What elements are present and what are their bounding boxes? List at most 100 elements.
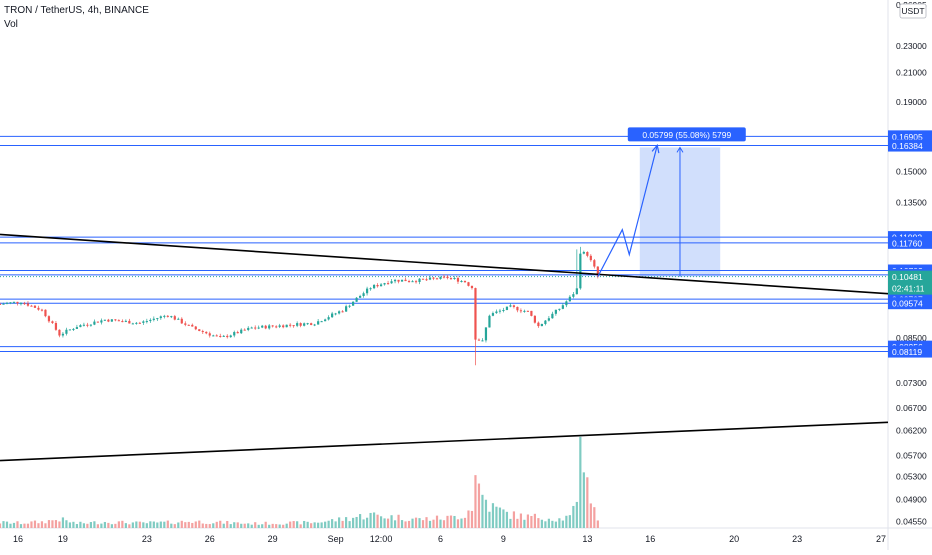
candle-body xyxy=(68,329,72,331)
volume-bar xyxy=(404,521,407,528)
candle-body xyxy=(128,320,131,324)
candle-body xyxy=(505,306,509,310)
level-badge xyxy=(888,236,932,249)
volume-bar xyxy=(519,513,523,528)
volume-bar xyxy=(393,520,397,528)
candle-body xyxy=(530,310,533,316)
projection-arrow-head xyxy=(676,146,684,153)
volume-bar xyxy=(432,519,435,528)
projection-path-arrowhead xyxy=(651,143,660,154)
volume-bar xyxy=(75,524,79,528)
candle-body xyxy=(400,279,404,282)
candle-body xyxy=(575,288,578,295)
candle-body xyxy=(331,313,334,318)
volume-bar xyxy=(428,520,432,528)
projection-path xyxy=(597,145,658,277)
candle-body xyxy=(149,319,152,322)
candle-body xyxy=(404,279,407,282)
candle-body xyxy=(481,340,484,342)
volume-bar xyxy=(460,518,463,528)
volume-bar xyxy=(523,519,526,528)
volume-bar xyxy=(348,521,351,528)
volume-bar xyxy=(166,520,169,528)
volume-bar xyxy=(379,516,383,528)
price-tick-label: 0.05300 xyxy=(896,472,927,482)
volume-bar xyxy=(68,522,72,528)
candle-body xyxy=(138,322,141,324)
volume-bar xyxy=(383,518,386,528)
candle-body xyxy=(407,281,411,283)
price-tick-label: 0.06200 xyxy=(896,426,927,436)
candle-body xyxy=(446,276,449,279)
candle-body xyxy=(453,278,456,280)
candle-body xyxy=(23,303,26,305)
candle-body xyxy=(275,326,278,328)
candle-body xyxy=(44,309,47,317)
volume-bar xyxy=(219,520,222,528)
countdown-label: 02:41:11 xyxy=(892,284,925,294)
volume-bar xyxy=(533,513,536,528)
candle-body xyxy=(250,327,253,329)
volume-bar xyxy=(51,520,54,528)
candle-body xyxy=(516,306,519,311)
volume-bar xyxy=(156,522,159,528)
volume-bar xyxy=(61,517,65,528)
volume-bar xyxy=(516,518,519,528)
candle-body xyxy=(463,280,467,283)
volume-bar xyxy=(558,518,561,528)
candle-body xyxy=(418,278,421,282)
volume-bar xyxy=(352,517,355,528)
currency-tag: USDT xyxy=(901,6,924,16)
level-badge-label: 0.09574 xyxy=(892,299,923,309)
candle-body xyxy=(477,339,481,341)
volume-bar xyxy=(593,507,596,528)
candle-body xyxy=(460,280,463,282)
volume-bar xyxy=(355,516,358,528)
volume-bar xyxy=(33,520,37,528)
volume-bar xyxy=(149,521,152,528)
candle-body xyxy=(593,260,596,267)
volume-bar xyxy=(243,523,246,528)
time-tick-label: Sep xyxy=(328,534,344,544)
volume-bar xyxy=(159,521,162,528)
candle-body xyxy=(282,325,285,328)
candle-body xyxy=(271,325,274,327)
volume-bar xyxy=(117,521,120,528)
volume-bar xyxy=(65,520,68,528)
volume-bar xyxy=(586,477,589,528)
candle-body xyxy=(484,327,488,341)
volume-bar xyxy=(93,521,96,528)
volume-bar xyxy=(180,520,183,528)
price-tick-label: 0.15000 xyxy=(896,166,927,176)
candle-body xyxy=(292,325,295,327)
candle-body xyxy=(310,323,313,325)
volume-bar xyxy=(411,518,414,528)
candle-body xyxy=(40,309,44,311)
volume-bar xyxy=(47,520,51,528)
candle-body xyxy=(470,285,474,289)
volume-bar xyxy=(582,472,585,528)
volume-bar xyxy=(358,514,362,528)
candle-body xyxy=(54,323,58,330)
candle-body xyxy=(33,305,37,308)
candle-body xyxy=(303,323,306,326)
candle-body xyxy=(289,324,292,326)
projection-label-box xyxy=(627,127,746,142)
volume-bar xyxy=(425,517,428,528)
candle-body xyxy=(425,279,428,281)
candle-body xyxy=(159,316,162,319)
volume-bar xyxy=(474,475,477,528)
candle-body xyxy=(177,318,180,320)
candle-body xyxy=(519,310,523,312)
candle-body xyxy=(509,305,512,307)
volume-bar xyxy=(289,521,292,528)
candle-body xyxy=(61,333,65,336)
candle-body xyxy=(117,320,120,322)
volume-bar xyxy=(16,521,19,528)
volume-bar xyxy=(414,517,418,528)
candle-body xyxy=(386,283,390,285)
candle-body xyxy=(205,331,208,334)
volume-bar xyxy=(282,524,285,528)
